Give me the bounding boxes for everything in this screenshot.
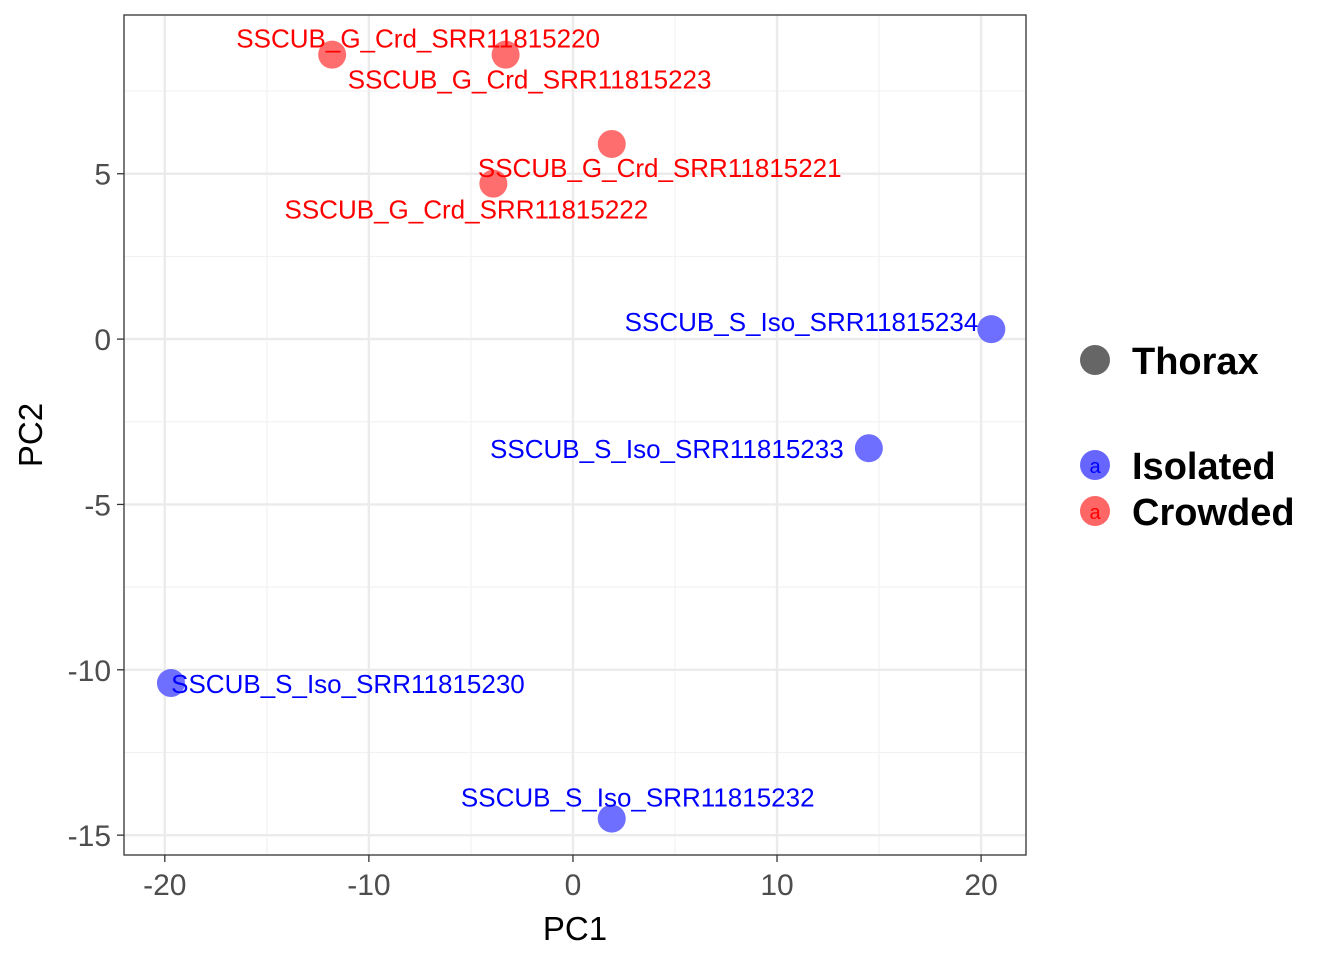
x-axis-title: PC1 <box>543 910 607 947</box>
x-tick-label-4: 20 <box>964 869 997 902</box>
point-label-isolated-1: SSCUB_S_Iso_SRR11815233 <box>490 434 844 464</box>
legend-color-entries: a Isolated a Crowded <box>1080 446 1295 534</box>
y-tick-label-2: -5 <box>84 489 111 522</box>
y-tick-label-0: 5 <box>94 159 111 192</box>
point-label-crowded-1: SSCUB_G_Crd_SRR11815223 <box>348 65 712 95</box>
point-label-crowded-2: SSCUB_G_Crd_SRR11815221 <box>478 153 842 183</box>
x-tick-label-3: 10 <box>760 869 793 902</box>
y-axis-title: PC2 <box>12 403 49 467</box>
point-crowded-3 <box>479 169 508 198</box>
legend-key-glyph-crowded: a <box>1089 502 1101 524</box>
panel-border <box>123 14 1027 856</box>
point-isolated-2 <box>156 669 185 698</box>
point-label-isolated-3: SSCUB_S_Iso_SRR11815232 <box>461 783 815 813</box>
point-label-isolated-0: SSCUB_S_Iso_SRR11815234 <box>625 307 979 337</box>
y-tick-labels: 5 0 -5 -10 -15 <box>68 159 111 853</box>
point-label-isolated-2: SSCUB_S_Iso_SRR11815230 <box>171 669 525 699</box>
x-tick-label-1: -10 <box>347 869 390 902</box>
point-isolated-1 <box>854 434 883 463</box>
point-label-crowded-3: SSCUB_G_Crd_SRR11815222 <box>285 195 649 225</box>
grid-minor <box>124 15 1026 855</box>
y-tick-label-1: 0 <box>94 324 111 357</box>
x-tick-label-2: 0 <box>565 869 582 902</box>
data-points <box>156 40 1006 833</box>
axis-ticks <box>117 173 982 862</box>
legend-shape-key <box>1080 345 1110 375</box>
grid-major <box>124 15 1026 855</box>
legend-shape-title: Thorax <box>1132 341 1259 383</box>
y-tick-label-3: -10 <box>68 655 111 688</box>
point-labels: SSCUB_S_Iso_SRR11815234 SSCUB_S_Iso_SRR11… <box>171 24 978 813</box>
legend-key-glyph-isolated: a <box>1089 456 1101 478</box>
point-crowded-2 <box>597 129 626 158</box>
legend-label-isolated: Isolated <box>1132 446 1276 488</box>
point-label-crowded-0: SSCUB_G_Crd_SRR11815220 <box>236 24 600 54</box>
point-crowded-1 <box>491 40 520 69</box>
y-tick-label-4: -15 <box>68 820 111 853</box>
panel-background <box>124 15 1026 855</box>
x-tick-labels: -20 -10 0 10 20 <box>143 869 998 902</box>
legend-key-crowded <box>1080 496 1110 526</box>
point-crowded-0 <box>318 40 347 69</box>
legend-key-isolated <box>1080 450 1110 480</box>
legend: Thorax a Isolated a Crowded <box>1080 341 1295 534</box>
legend-label-crowded: Crowded <box>1132 492 1295 534</box>
point-isolated-3 <box>597 804 626 833</box>
point-isolated-0 <box>977 315 1006 344</box>
x-tick-label-0: -20 <box>143 869 186 902</box>
